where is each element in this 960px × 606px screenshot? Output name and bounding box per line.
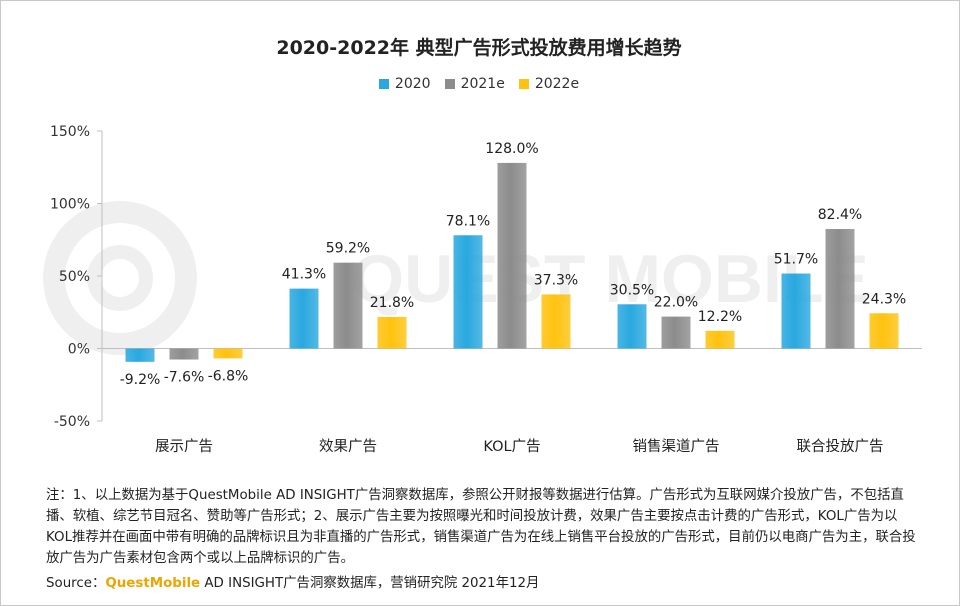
legend-item-2021e: 2021e — [444, 76, 505, 92]
bar-2020-2 — [453, 235, 483, 349]
bar-2022e-4 — [869, 313, 899, 349]
source-suffix: AD INSIGHT广告洞察数据库，营销研究院 2021年12月 — [200, 576, 540, 591]
legend-item-2020: 2020 — [378, 76, 431, 92]
legend-label-2020: 2020 — [394, 76, 431, 92]
bar-2020-3 — [617, 304, 647, 349]
category-label: 联合投放广告 — [797, 438, 884, 455]
bar-2021e-1 — [333, 262, 363, 349]
bar-2021e-2 — [497, 162, 527, 349]
chart-title: 2020-2022年 典型广告形式投放费用增长趋势 — [276, 37, 682, 59]
y-tick-label: -50% — [54, 414, 90, 430]
bar-2021e-3 — [661, 316, 691, 349]
data-label: 30.5% — [610, 282, 654, 298]
bar-2022e-0 — [213, 348, 243, 359]
category-label: 效果广告 — [319, 438, 377, 455]
category-label: KOL广告 — [483, 438, 540, 455]
data-label: 41.3% — [282, 267, 326, 283]
data-label: 78.1% — [446, 213, 490, 229]
data-label: 128.0% — [485, 141, 538, 157]
bars — [125, 162, 899, 362]
data-label: 21.8% — [370, 295, 414, 311]
category-label: 销售渠道广告 — [633, 438, 720, 455]
y-tick-label: 0% — [68, 342, 90, 358]
legend-swatch-2020 — [378, 79, 389, 89]
data-label: 24.3% — [862, 291, 906, 307]
bar-2022e-2 — [541, 294, 571, 349]
y-axis: 150% 100% 50% 0% -50% — [50, 124, 103, 430]
source-line: Source：QuestMobile AD INSIGHT广告洞察数据库，营销研… — [46, 571, 539, 591]
legend: 2020 2021e 2022e — [0, 76, 958, 92]
data-label: 51.7% — [774, 252, 818, 268]
source-prefix: Source： — [46, 576, 106, 591]
data-label: 37.3% — [534, 272, 578, 288]
bar-2020-4 — [781, 273, 811, 349]
x-axis: 展示广告 效果广告 KOL广告 销售渠道广告 联合投放广告 — [102, 348, 922, 455]
bar-2022e-1 — [377, 316, 407, 349]
bar-2022e-3 — [705, 330, 735, 349]
legend-swatch-2022e — [518, 79, 529, 89]
data-label: -6.8% — [208, 368, 249, 384]
source-brand: QuestMobile — [105, 576, 201, 591]
bar-2021e-0 — [169, 348, 199, 360]
data-labels: -9.2% 41.3% 78.1% 30.5% 51.7% -7.6% 59.2% 128.0… — [120, 141, 907, 388]
legend-label-2021e: 2021e — [460, 76, 505, 92]
legend-label-2022e: 2022e — [534, 76, 580, 92]
data-label: -7.6% — [164, 370, 205, 386]
bar-2020-1 — [289, 288, 319, 349]
data-label: 12.2% — [698, 309, 742, 325]
legend-swatch-2021e — [444, 79, 455, 89]
data-label: 22.0% — [654, 295, 698, 311]
category-label: 展示广告 — [155, 438, 213, 455]
data-label: 59.2% — [326, 241, 370, 257]
y-tick-label: 150% — [50, 124, 90, 140]
data-label: 82.4% — [818, 207, 862, 223]
bar-2020-0 — [125, 348, 155, 362]
y-tick-label: 100% — [50, 197, 90, 213]
footnote: 注：1、以上数据为基于QuestMobile AD INSIGHT广告洞察数据库… — [46, 488, 916, 566]
y-tick-label: 50% — [59, 269, 90, 285]
legend-item-2022e: 2022e — [518, 76, 580, 92]
data-label: -9.2% — [120, 372, 161, 388]
bar-2021e-4 — [825, 229, 855, 349]
